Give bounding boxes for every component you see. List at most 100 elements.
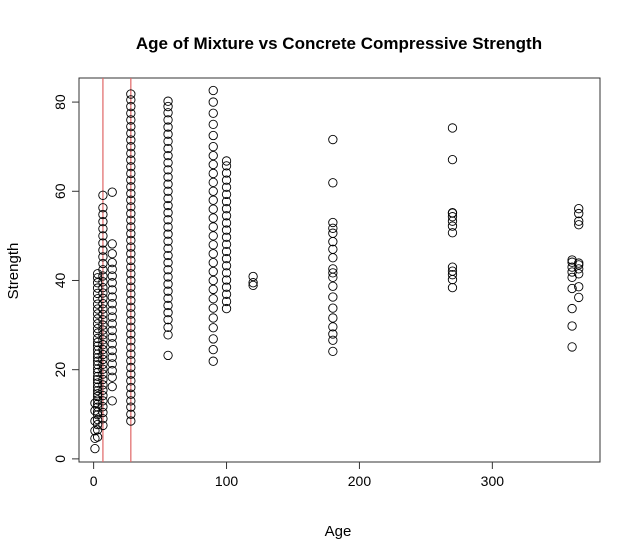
x-tick-label: 0 bbox=[90, 473, 98, 489]
data-point bbox=[92, 374, 103, 385]
data-point bbox=[163, 101, 173, 112]
data-point bbox=[221, 275, 232, 285]
data-points bbox=[90, 85, 584, 454]
data-point bbox=[126, 389, 136, 399]
data-point bbox=[208, 249, 218, 259]
data-point bbox=[126, 108, 136, 118]
data-point bbox=[163, 265, 173, 275]
data-point bbox=[126, 309, 136, 319]
data-point bbox=[221, 253, 232, 264]
data-point bbox=[98, 190, 108, 200]
data-point bbox=[126, 89, 136, 99]
data-point bbox=[126, 262, 136, 272]
data-point bbox=[98, 349, 108, 360]
data-point bbox=[447, 123, 458, 133]
data-point bbox=[163, 172, 173, 182]
data-point bbox=[92, 337, 103, 348]
data-point bbox=[98, 216, 108, 227]
data-point bbox=[574, 292, 584, 303]
y-tick-label: 60 bbox=[52, 183, 68, 199]
data-point bbox=[208, 186, 218, 196]
chart-title: Age of Mixture vs Concrete Compressive S… bbox=[136, 34, 542, 53]
data-point bbox=[92, 328, 103, 338]
data-point bbox=[98, 288, 108, 298]
data-point bbox=[98, 359, 108, 369]
data-point bbox=[163, 193, 173, 204]
data-point bbox=[98, 309, 108, 320]
data-point bbox=[107, 332, 117, 342]
data-point bbox=[126, 215, 136, 225]
data-point bbox=[98, 420, 108, 431]
data-point bbox=[208, 168, 218, 179]
data-point bbox=[567, 283, 577, 294]
data-point bbox=[208, 119, 218, 130]
data-point bbox=[163, 300, 173, 311]
data-point bbox=[447, 212, 458, 222]
data-point bbox=[447, 266, 458, 276]
data-point bbox=[567, 262, 577, 272]
x-axis-label: Age bbox=[325, 523, 352, 540]
data-point bbox=[163, 150, 173, 161]
data-point bbox=[447, 154, 458, 165]
data-point bbox=[163, 257, 173, 268]
data-point bbox=[126, 155, 136, 165]
data-point bbox=[126, 376, 136, 386]
data-point bbox=[92, 399, 103, 409]
data-point bbox=[126, 349, 136, 359]
data-point bbox=[208, 356, 218, 366]
data-point bbox=[163, 215, 173, 225]
x-axis-ticks: 0 100 200 300 bbox=[90, 462, 504, 489]
data-point bbox=[208, 142, 218, 152]
data-point bbox=[98, 325, 108, 335]
data-point bbox=[163, 158, 173, 168]
data-point bbox=[208, 159, 218, 170]
data-point bbox=[208, 275, 218, 286]
data-point bbox=[163, 250, 173, 261]
data-point bbox=[447, 262, 458, 272]
data-point bbox=[92, 278, 103, 288]
data-point bbox=[163, 350, 173, 361]
data-point bbox=[574, 264, 584, 274]
data-point bbox=[163, 243, 173, 254]
data-point bbox=[92, 309, 103, 319]
data-point bbox=[221, 204, 232, 214]
data-point bbox=[163, 272, 173, 282]
data-point bbox=[107, 187, 117, 197]
data-point bbox=[328, 346, 338, 357]
data-point bbox=[328, 223, 338, 233]
data-point bbox=[208, 85, 218, 96]
y-axis-ticks: 0 20 40 60 80 bbox=[52, 94, 79, 463]
data-point bbox=[447, 208, 458, 218]
data-point bbox=[92, 299, 103, 309]
data-point bbox=[107, 299, 117, 309]
y-axis-label: Strength bbox=[5, 243, 22, 300]
data-point bbox=[163, 108, 173, 118]
data-point bbox=[107, 312, 117, 322]
data-point bbox=[221, 239, 232, 250]
data-point bbox=[221, 168, 232, 178]
data-point bbox=[328, 253, 338, 263]
data-point bbox=[92, 432, 103, 442]
data-point bbox=[163, 293, 173, 303]
data-point bbox=[107, 372, 117, 382]
data-point bbox=[126, 362, 136, 373]
data-point bbox=[221, 182, 232, 192]
data-point bbox=[163, 208, 173, 218]
data-point bbox=[98, 258, 108, 269]
x-tick-label: 100 bbox=[215, 473, 239, 489]
data-point bbox=[98, 380, 108, 390]
data-point bbox=[126, 208, 136, 219]
data-point bbox=[107, 285, 117, 295]
data-point bbox=[126, 222, 136, 232]
data-point bbox=[126, 128, 136, 138]
data-point bbox=[163, 236, 173, 246]
data-point bbox=[126, 282, 136, 292]
data-point bbox=[98, 354, 108, 365]
data-point bbox=[126, 315, 136, 326]
data-point bbox=[208, 213, 218, 223]
data-point bbox=[126, 202, 136, 212]
data-point bbox=[208, 323, 218, 333]
data-point bbox=[126, 269, 136, 279]
data-point bbox=[92, 304, 103, 314]
